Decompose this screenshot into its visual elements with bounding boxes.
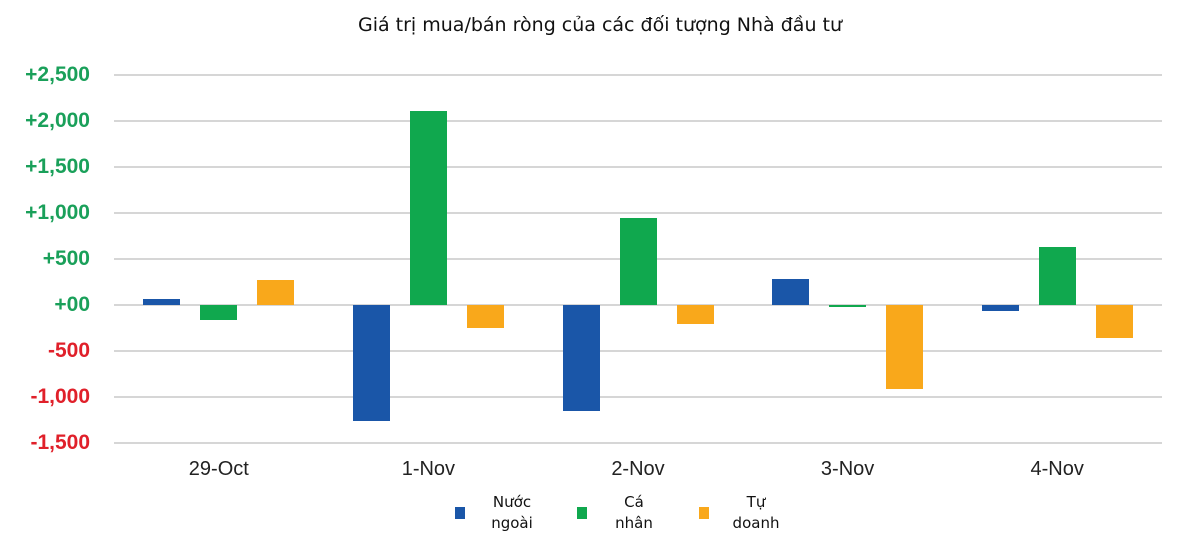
legend-item-nuoc-ngoai: Nước ngoài [455, 492, 543, 534]
gridline [114, 304, 1162, 306]
x-tick-label: 4-Nov [1030, 458, 1084, 480]
x-tick-label: 3-Nov [820, 458, 875, 480]
gridline [114, 212, 1162, 214]
legend: Nước ngoài Cá nhân Tự doanh [455, 492, 787, 534]
bar [981, 305, 1019, 311]
chart-title: Giá trị mua/bán ròng của các đối tượng N… [357, 14, 843, 36]
bar [143, 299, 181, 305]
y-tick-label: +2,000 [25, 109, 90, 132]
bar [619, 218, 657, 305]
legend-label: Nước ngoài [491, 493, 533, 532]
y-tick-label: +500 [42, 247, 90, 270]
bar [409, 110, 447, 305]
y-tick-label: +2,500 [25, 63, 90, 86]
y-tick-label: +1,000 [25, 201, 90, 224]
legend-swatch-orange [699, 507, 709, 519]
gridline [114, 120, 1162, 122]
bar [1095, 305, 1133, 339]
x-tick-label: 2-Nov [611, 458, 665, 480]
gridline [114, 396, 1162, 398]
y-tick-label: -1,500 [30, 431, 90, 454]
bar [1038, 247, 1076, 305]
y-tick-label: -1,000 [30, 385, 90, 408]
bar [772, 279, 810, 305]
bar [257, 280, 295, 305]
bar [466, 305, 504, 328]
legend-label: Tự doanh [732, 493, 780, 532]
y-tick-label: -500 [47, 339, 90, 362]
x-tick-label: 29-Oct [188, 458, 249, 480]
legend-item-ca-nhan: Cá nhân [577, 492, 665, 534]
bar [562, 305, 600, 412]
bar [886, 305, 924, 390]
gridline [114, 442, 1162, 444]
gridline [114, 74, 1162, 76]
bar [200, 305, 238, 320]
legend-item-tu-doanh: Tự doanh [699, 492, 787, 534]
y-tick-label: +1,500 [25, 155, 90, 178]
legend-swatch-blue [455, 507, 465, 519]
legend-swatch-green [577, 507, 587, 519]
gridline [114, 166, 1162, 168]
bar [676, 305, 714, 324]
x-tick-label: 1-Nov [401, 458, 456, 480]
y-tick-label: +00 [54, 293, 90, 316]
legend-label: Cá nhân [615, 493, 653, 532]
bar [829, 305, 867, 307]
bar [352, 305, 390, 421]
gridline [114, 350, 1162, 352]
